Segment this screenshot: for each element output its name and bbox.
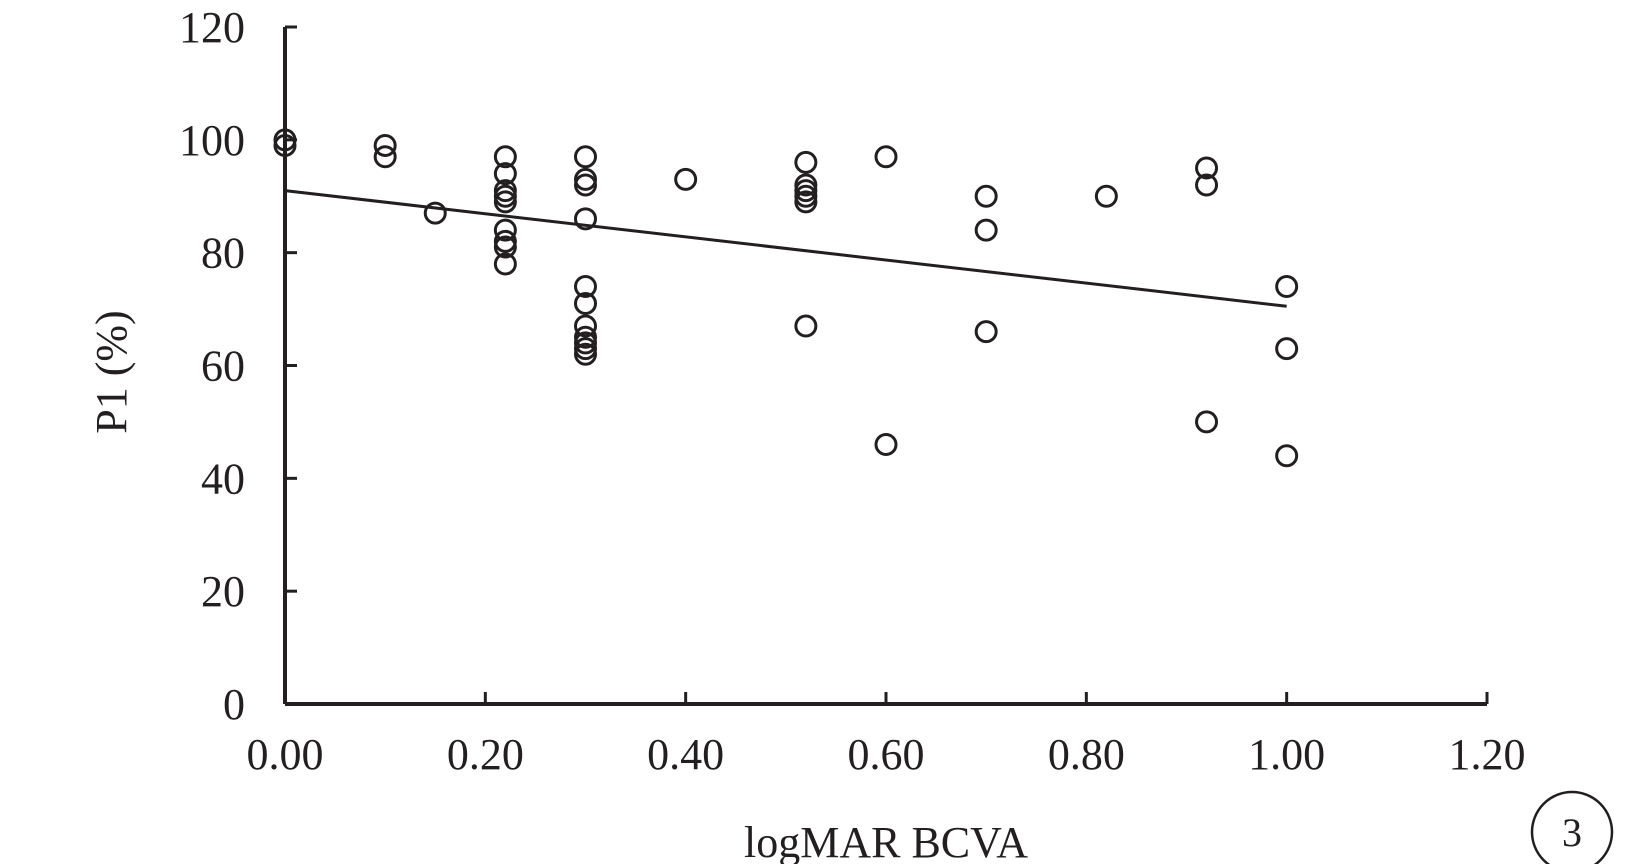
- data-point: [493, 235, 517, 259]
- data-point: [1094, 184, 1118, 208]
- axes: [283, 27, 1487, 706]
- data-point: [1275, 337, 1299, 361]
- data-point: [794, 314, 818, 338]
- data-point: [794, 150, 818, 174]
- y-tick-label: 60: [201, 342, 245, 391]
- data-point: [874, 145, 898, 169]
- data-point: [493, 252, 517, 276]
- x-tick-label: 0.40: [647, 730, 724, 779]
- x-tick-label: 0.80: [1048, 730, 1125, 779]
- data-point: [373, 145, 397, 169]
- y-axis-label: P1 (%): [87, 310, 136, 433]
- y-ticks: 0 20 40 60 80 100 120: [179, 3, 297, 729]
- y-tick-label: 100: [179, 116, 245, 165]
- data-point: [874, 432, 898, 456]
- data-point: [1275, 444, 1299, 468]
- data-point: [574, 291, 597, 315]
- x-axis-label: logMAR BCVA: [744, 818, 1028, 864]
- data-point: [974, 320, 998, 344]
- data-point: [493, 162, 517, 186]
- y-tick-label: 80: [201, 229, 245, 278]
- data-points: [273, 128, 1299, 468]
- panel-label: 3: [1530, 790, 1614, 864]
- data-point: [574, 314, 597, 338]
- panel-label-text: 3: [1562, 810, 1582, 855]
- data-point: [493, 190, 517, 214]
- y-tick-label: 20: [201, 567, 245, 616]
- y-tick-label: 120: [179, 3, 245, 52]
- x-ticks: 0.00 0.20 0.40 0.60 0.80 1.00 1.20: [247, 692, 1526, 779]
- data-point: [794, 190, 818, 214]
- x-tick-label: 0.60: [848, 730, 925, 779]
- panel-label-circle: [1530, 790, 1614, 864]
- data-point: [273, 133, 297, 157]
- data-point: [574, 207, 597, 231]
- data-point: [974, 218, 998, 242]
- data-point: [1195, 410, 1219, 434]
- x-tick-label: 0.20: [447, 730, 524, 779]
- data-point: [1195, 173, 1219, 197]
- data-point: [574, 342, 597, 366]
- data-point: [974, 184, 998, 208]
- trendline-group: [284, 189, 1287, 308]
- data-point: [1275, 275, 1299, 299]
- data-point: [493, 218, 517, 242]
- data-point: [574, 275, 597, 299]
- x-tick-label: 1.20: [1449, 730, 1526, 779]
- data-point: [674, 167, 698, 191]
- x-tick-label: 0.00: [247, 730, 324, 779]
- data-point: [1195, 156, 1219, 180]
- data-point: [373, 133, 397, 157]
- y-tick-label: 40: [201, 454, 245, 503]
- data-point: [493, 145, 517, 169]
- data-point: [574, 173, 597, 197]
- data-point: [423, 201, 447, 225]
- x-tick-label: 1.00: [1248, 730, 1325, 779]
- data-point: [574, 145, 597, 169]
- trendline: [284, 189, 1287, 308]
- y-tick-label: 0: [223, 680, 245, 729]
